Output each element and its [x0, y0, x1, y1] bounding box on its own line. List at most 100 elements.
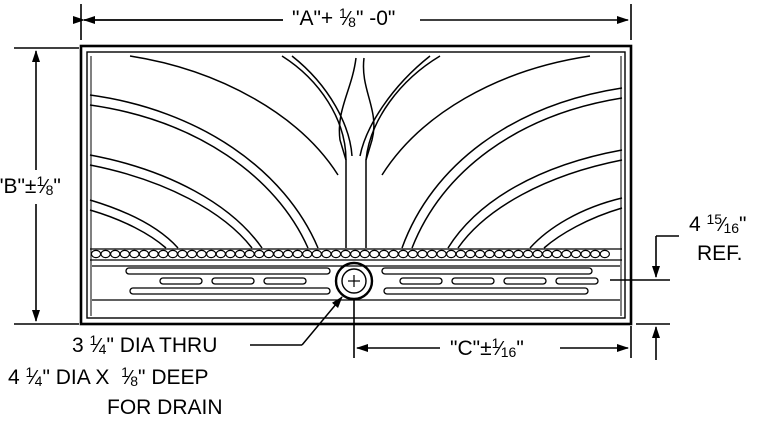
callout1-whole: 3	[72, 334, 90, 357]
bead	[455, 249, 466, 259]
dim-a-den: 8	[348, 14, 356, 30]
bead	[407, 249, 418, 259]
drain-symbol	[334, 261, 374, 301]
reference-height-label: 4 15⁄16"	[689, 211, 747, 237]
bead	[388, 249, 399, 259]
dimension-a-label: "A"+ 1⁄8" -0"	[292, 5, 396, 31]
dimension-c-line	[353, 300, 632, 358]
callout2-den2: 8	[130, 373, 139, 389]
bead	[311, 249, 322, 259]
ref-den: 16	[723, 220, 740, 236]
bead	[503, 249, 514, 259]
callout1-suffix: " DIA THRU	[106, 334, 218, 357]
bead	[129, 249, 140, 259]
dim-a-suffix: " -0"	[355, 7, 396, 30]
reference-height-line	[610, 235, 679, 360]
callout1-num: 1	[89, 332, 98, 348]
bead	[350, 249, 361, 259]
dim-a-fraction: 1⁄8	[339, 5, 356, 30]
drain-callout-line2: 4 1⁄4" DIA X 1⁄8" DEEP	[8, 364, 209, 390]
dim-a-num: 1	[339, 5, 347, 21]
dim-b-fraction: 1⁄8	[36, 173, 54, 198]
bead	[532, 249, 543, 259]
callout2-fraction2: 1⁄8	[121, 364, 139, 389]
bead	[590, 249, 601, 259]
drain-callout-line3: FOR DRAIN	[107, 396, 223, 419]
reference-note: REF.	[697, 242, 743, 265]
bead	[570, 249, 582, 259]
bead	[580, 249, 591, 259]
dimension-a-line	[73, 4, 632, 40]
dim-c-prefix: "C"±	[450, 337, 492, 360]
callout1-den: 4	[98, 341, 107, 357]
bead	[225, 249, 236, 259]
dimension-b-line	[14, 47, 79, 325]
bead	[330, 249, 342, 259]
bead	[205, 249, 217, 259]
dim-b-den: 8	[45, 182, 54, 198]
bead	[263, 249, 274, 259]
bead	[302, 249, 313, 259]
bead	[446, 249, 457, 259]
bead	[282, 249, 294, 259]
bead	[465, 249, 476, 259]
bead	[100, 249, 111, 259]
bead	[244, 249, 255, 259]
ref-whole: 4	[689, 213, 707, 236]
dim-c-den: 16	[500, 344, 517, 360]
bead	[138, 249, 150, 259]
dimension-c-label: "C"±1⁄16"	[450, 335, 524, 361]
bead	[369, 249, 380, 259]
bead	[177, 249, 188, 259]
bead	[542, 249, 553, 259]
bead	[522, 249, 534, 259]
bead	[109, 249, 121, 259]
bead	[484, 249, 495, 259]
callout2-den: 4	[34, 373, 43, 389]
bead	[436, 249, 447, 259]
ref-suffix: "	[739, 213, 747, 236]
bead	[378, 249, 390, 259]
bead	[167, 249, 178, 259]
bead	[340, 249, 351, 259]
callout2-num2: 1	[121, 364, 129, 380]
bead	[599, 249, 611, 259]
bead	[474, 249, 486, 259]
drain-callout-leader	[250, 296, 343, 346]
bead	[186, 249, 198, 259]
bead	[215, 249, 226, 259]
callout2-fraction: 1⁄4	[25, 364, 43, 389]
bead	[90, 249, 102, 259]
bead	[254, 249, 265, 259]
bead	[234, 249, 246, 259]
dimension-b-label: "B"±1⁄8"	[0, 173, 61, 199]
bead	[119, 249, 131, 259]
bead	[551, 249, 563, 259]
bead	[513, 249, 524, 259]
bead	[426, 249, 438, 259]
callout2-suffix: " DEEP	[138, 366, 209, 389]
bead	[417, 249, 428, 259]
bead	[273, 249, 284, 259]
callout2-whole: 4	[8, 366, 26, 389]
dim-b-suffix: "	[53, 175, 61, 198]
bead	[148, 249, 159, 259]
dim-c-fraction: 1⁄16	[491, 335, 517, 360]
bead	[494, 249, 505, 259]
bead	[359, 249, 370, 259]
bead	[157, 249, 169, 259]
bead	[196, 249, 207, 259]
callout2-num: 1	[25, 364, 34, 380]
dim-a-prefix: "A"+	[292, 7, 340, 30]
dim-b-num: 1	[36, 173, 45, 189]
bead	[321, 249, 332, 259]
bead	[398, 249, 409, 259]
bead	[292, 249, 303, 259]
callout2-middle: " DIA X	[42, 366, 122, 389]
drain-channel	[92, 265, 620, 301]
ref-fraction: 15⁄16	[706, 211, 740, 236]
shower-base-outline	[79, 44, 633, 326]
dim-c-suffix: "	[516, 337, 524, 360]
dim-b-prefix: "B"±	[0, 175, 37, 198]
